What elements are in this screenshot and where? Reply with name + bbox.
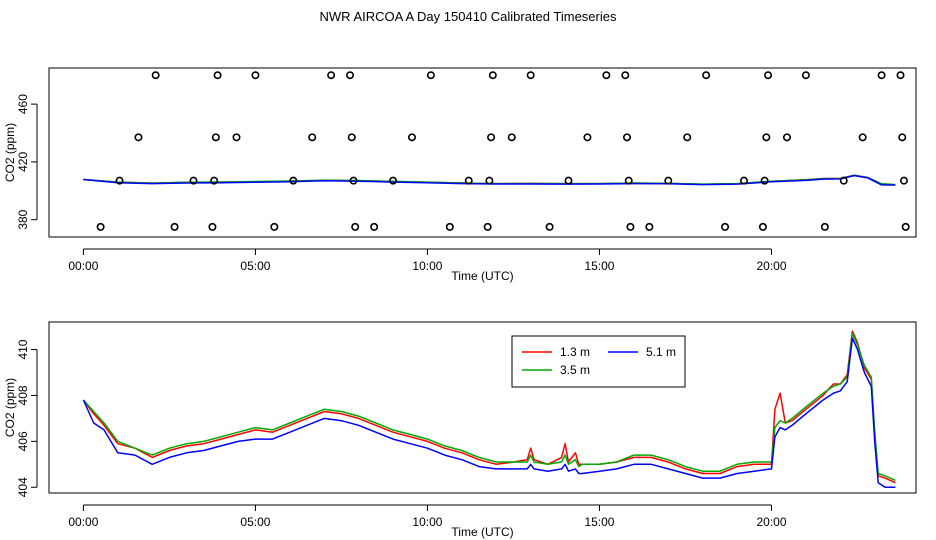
x-tick-label: 00:00	[68, 515, 98, 529]
scatter-point	[232, 133, 241, 142]
scatter-point	[208, 222, 217, 231]
scatter-point	[346, 71, 355, 80]
scatter-point	[901, 222, 910, 231]
x-tick-label: 05:00	[240, 515, 270, 529]
y-tick-label: 410	[16, 339, 30, 359]
x-axis-label: Time (UTC)	[451, 525, 513, 539]
scatter-point	[801, 71, 810, 80]
y-tick-label: 380	[16, 209, 30, 229]
scatter-point	[626, 222, 635, 231]
scatter-point	[134, 133, 143, 142]
plot-frame	[48, 67, 917, 238]
scatter-point	[213, 71, 222, 80]
scatter-point	[764, 71, 773, 80]
scatter-point	[545, 222, 554, 231]
scatter-point	[270, 222, 279, 231]
series-line-5-1-m	[83, 174, 896, 186]
scatter-point	[327, 71, 336, 80]
scatter-point	[564, 176, 573, 185]
scatter-point	[762, 133, 771, 142]
scatter-point	[645, 222, 654, 231]
x-tick-label: 05:00	[240, 259, 270, 273]
scatter-point	[483, 222, 492, 231]
scatter-point	[877, 71, 886, 80]
series-line-1-3-m	[82, 330, 896, 484]
bottom-panel: 00:00 05:00 10:00 15:00 20:00 Time (UTC) 404 40…	[3, 321, 917, 539]
scatter-point	[898, 133, 907, 142]
x-tick-label: 00:00	[68, 259, 98, 273]
scatter-point	[347, 133, 356, 142]
y-tick-label: 420	[16, 152, 30, 172]
scatter-point	[664, 176, 673, 185]
scatter-point	[485, 176, 494, 185]
y-axis-label: CO2 (ppm)	[3, 378, 17, 437]
scatter-point	[683, 133, 692, 142]
scatter-point	[758, 222, 767, 231]
scatter-point	[622, 133, 631, 142]
scatter-point	[721, 222, 730, 231]
x-tick-label: 20:00	[756, 515, 786, 529]
scatter-point	[351, 222, 360, 231]
x-tick-label: 15:00	[584, 515, 614, 529]
plot-frame	[48, 321, 917, 494]
x-tick-label: 20:00	[756, 259, 786, 273]
y-tick-label: 460	[16, 94, 30, 114]
scatter-point	[464, 176, 473, 185]
scatter-point	[488, 71, 497, 80]
series-line-3-5-m	[82, 332, 896, 482]
scatter-point	[487, 133, 496, 142]
scatter-point	[349, 176, 358, 185]
scatter-point	[210, 176, 219, 185]
scatter-point	[251, 71, 260, 80]
legend-label: 1.3 m	[560, 345, 590, 359]
scatter-point	[858, 133, 867, 142]
scatter-point	[170, 222, 179, 231]
x-tick-label: 15:00	[584, 259, 614, 273]
scatter-point	[899, 176, 908, 185]
x-tick-label: 10:00	[412, 515, 442, 529]
scatter-point	[896, 71, 905, 80]
scatter-point	[820, 222, 829, 231]
x-axis-label: Time (UTC)	[451, 269, 513, 283]
scatter-point	[426, 71, 435, 80]
scatter-point	[621, 71, 630, 80]
scatter-point	[389, 176, 398, 185]
scatter-point	[407, 133, 416, 142]
scatter-point	[583, 133, 592, 142]
x-tick-label: 10:00	[412, 259, 442, 273]
legend-label: 3.5 m	[560, 363, 590, 377]
scatter-point	[189, 176, 198, 185]
legend-box	[511, 335, 686, 388]
y-tick-label: 406	[16, 431, 30, 451]
scatter-point	[760, 176, 769, 185]
scatter-point	[289, 176, 298, 185]
scatter-point	[839, 176, 848, 185]
scatter-point	[211, 133, 220, 142]
series-line-5-1-m	[82, 337, 896, 489]
scatter-point	[507, 133, 516, 142]
y-axis-label: CO2 (ppm)	[3, 123, 17, 182]
legend-label: 5.1 m	[646, 345, 676, 359]
y-tick-label: 408	[16, 385, 30, 405]
scatter-point	[308, 133, 317, 142]
scatter-point	[151, 71, 160, 80]
scatter-point	[370, 222, 379, 231]
scatter-point	[624, 176, 633, 185]
scatter-point	[115, 176, 124, 185]
y-tick-label: 404	[16, 477, 30, 497]
scatter-point	[602, 71, 611, 80]
scatter-point	[526, 71, 535, 80]
scatter-point	[739, 176, 748, 185]
scatter-point	[782, 133, 791, 142]
scatter-point	[96, 222, 105, 231]
figure-title: NWR AIRCOA A Day 150410 Calibrated Times…	[320, 9, 617, 24]
scatter-point	[445, 222, 454, 231]
scatter-point	[702, 71, 711, 80]
top-panel: 00:00 05:00 10:00 15:00 20:00 Time (UTC) 380 42…	[3, 67, 917, 283]
